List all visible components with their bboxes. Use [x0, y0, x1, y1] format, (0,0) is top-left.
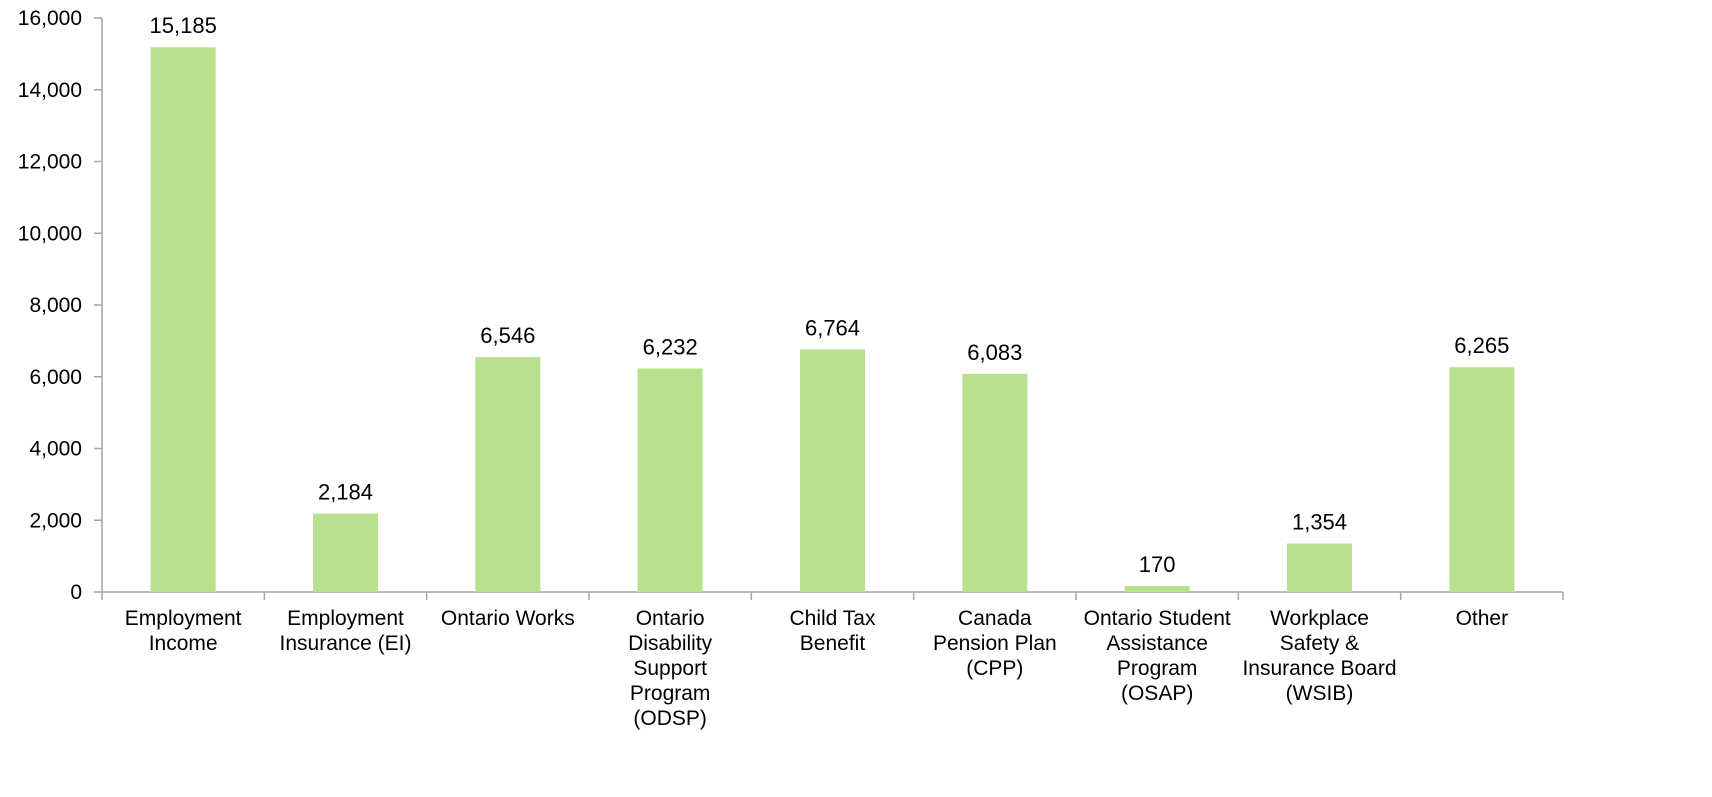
y-tick-label: 0 [70, 581, 82, 604]
bar [637, 368, 703, 592]
y-axis: 0 2,000 4,000 6,000 8,000 10,000 12,000 14,000 1… [18, 7, 103, 604]
bar [962, 373, 1028, 592]
y-tick-label: 8,000 [29, 294, 82, 317]
bar [475, 357, 541, 592]
bar [1449, 367, 1515, 592]
x-axis: Employment Income Employment Insurance (EI)… [101, 591, 1564, 730]
data-label: 15,185 [150, 13, 217, 38]
data-label: 6,764 [805, 315, 860, 340]
x-category-label: Ontario Works [441, 607, 575, 630]
x-category-label: Other [1456, 607, 1509, 630]
y-tick-label: 14,000 [18, 79, 82, 102]
x-category-label: Child Tax Benefit [790, 607, 876, 655]
y-tick-label: 16,000 [18, 7, 82, 30]
data-label: 6,546 [480, 323, 535, 348]
x-category-label: Ontario Student Assistance Program (OSAP) [1084, 607, 1231, 705]
bar [1124, 585, 1190, 592]
data-label: 6,265 [1454, 333, 1509, 358]
bar [1287, 543, 1352, 592]
y-tick-label: 10,000 [18, 222, 82, 245]
y-tick-label: 6,000 [29, 366, 82, 389]
x-category-label: Ontario Disability Support Program (ODSP) [628, 607, 713, 730]
y-tick-label: 4,000 [29, 438, 82, 461]
x-category-label: Workplace Safety & Insurance Board (WSIB) [1242, 607, 1396, 705]
bar [150, 47, 216, 593]
bar [800, 349, 865, 592]
y-tick-label: 12,000 [18, 151, 82, 174]
bars [150, 47, 1515, 593]
data-labels: 15,185 2,184 6,546 6,232 6,764 6,083 170 1,354 6… [150, 13, 1510, 577]
data-label: 6,232 [643, 334, 698, 359]
bar [313, 513, 378, 592]
data-label: 1,354 [1292, 509, 1347, 534]
data-label: 170 [1139, 552, 1176, 577]
x-category-label: Employment Income [125, 607, 242, 655]
x-category-label: Canada Pension Plan (CPP) [933, 607, 1057, 680]
x-category-label: Employment Insurance (EI) [280, 607, 412, 655]
data-label: 2,184 [318, 480, 373, 505]
data-label: 6,083 [967, 340, 1022, 365]
y-tick-label: 2,000 [29, 509, 82, 532]
